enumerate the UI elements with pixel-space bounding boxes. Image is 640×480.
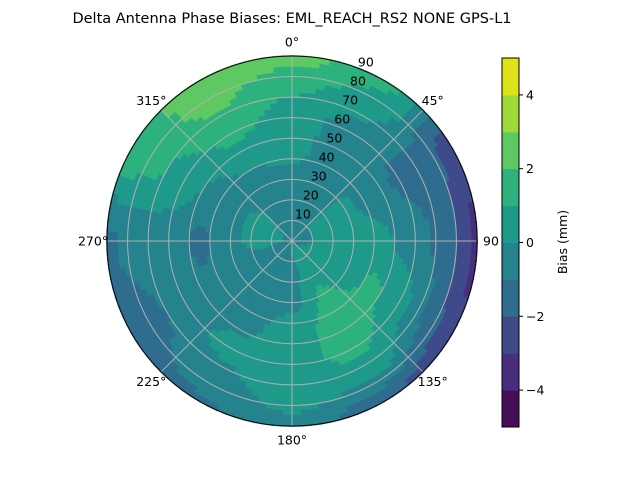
- colorbar: 4 2 0 −2 −4: [501, 57, 544, 428]
- contour-field: [106, 55, 478, 427]
- theta-tick-label: 90: [483, 234, 499, 249]
- colorbar-segment: [502, 316, 519, 354]
- theta-tick-label: 180°: [277, 433, 307, 448]
- colorbar-segment: [502, 242, 519, 280]
- colorbar-segment: [502, 205, 519, 243]
- polar-grid: [106, 55, 478, 427]
- r-tick-label: 50: [326, 131, 342, 146]
- colorbar-tick-label: −2: [526, 309, 544, 324]
- colorbar-segment: [502, 353, 519, 391]
- colorbar-tick-label: 0: [526, 235, 534, 250]
- colorbar-label: Bias (mm): [555, 210, 570, 274]
- r-tick-label: 40: [319, 150, 335, 165]
- theta-tick-label: 135°: [418, 374, 448, 389]
- colorbar-segment: [502, 168, 519, 207]
- r-tick-label: 10: [295, 207, 311, 222]
- theta-tick-label: 225°: [136, 374, 166, 389]
- colorbar-segment: [502, 58, 519, 96]
- colorbar-segment: [502, 94, 519, 133]
- colorbar-tick-label: 4: [526, 87, 534, 102]
- colorbar-segment: [502, 131, 519, 170]
- colorbar-segment: [502, 279, 519, 317]
- r-tick-label: 90: [358, 55, 374, 70]
- theta-tick-label: 315°: [136, 93, 166, 108]
- r-tick-label: 80: [350, 74, 366, 89]
- theta-tick-label: 45°: [422, 93, 444, 108]
- colorbar-segment: [502, 390, 519, 428]
- colorbar-tick-label: 2: [526, 161, 534, 176]
- theta-tick-label: 270°: [78, 234, 108, 249]
- colorbar-tick-label: −4: [526, 383, 544, 398]
- chart-title: Delta Antenna Phase Biases: EML_REACH_RS…: [72, 11, 511, 27]
- r-tick-label: 70: [342, 93, 358, 108]
- r-tick-label: 60: [334, 112, 350, 127]
- r-tick-label: 20: [303, 188, 319, 203]
- theta-tick-label: 0°: [285, 35, 299, 50]
- r-tick-label: 30: [311, 169, 327, 184]
